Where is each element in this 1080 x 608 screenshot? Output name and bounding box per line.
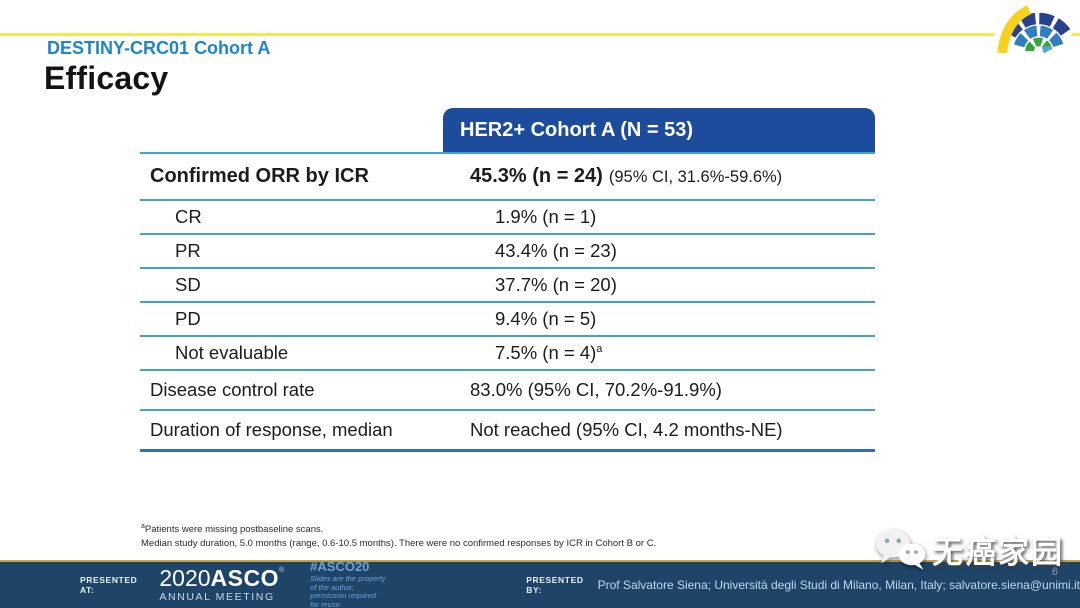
row-value-ci: (95% CI, 31.6%-59.6%) (608, 168, 783, 186)
meeting-year: 2020 (159, 565, 211, 592)
row-value-main: 45.3% (n = 24) (470, 165, 603, 187)
presented-at-label: PRESENTED AT: (80, 575, 138, 595)
permission-note-line: permission required for reuse. (310, 591, 377, 608)
row-value: 43.4% (n = 23) (495, 240, 617, 261)
hashtag: #ASCO20 (310, 559, 370, 575)
table-row: Confirmed ORR by ICR 45.3% (n = 24) (95% … (140, 152, 875, 199)
watermark: 无癌家园 (874, 526, 1064, 572)
watermark-text: 无癌家园 (932, 534, 1064, 570)
top-divider-line (0, 33, 1080, 36)
asco-fan-logo-icon (994, 3, 1072, 53)
table-row: PR 43.4% (n = 23) (140, 233, 875, 267)
row-label: PD (175, 308, 201, 329)
hashtag-block: #ASCO20 Slides are the property of the a… (310, 559, 386, 608)
table-header-cell: HER2+ Cohort A (N = 53) (443, 108, 875, 152)
footnotes: aPatients were missing postbaseline scan… (141, 522, 656, 552)
row-value: 83.0% (95% CI, 70.2%-91.9%) (470, 379, 722, 400)
row-value: 1.9% (n = 1) (495, 206, 597, 227)
row-label: CR (175, 206, 202, 227)
footnote-line: Median study duration, 5.0 months (range… (141, 538, 657, 550)
slide-kicker: DESTINY-CRC01 Cohort A (47, 38, 271, 58)
row-value: 37.7% (n = 20) (495, 274, 617, 295)
row-label: SD (175, 274, 201, 295)
table-row: SD 37.7% (n = 20) (140, 267, 875, 301)
row-value: 7.5% (n = 4)a (495, 342, 603, 363)
row-label: Not evaluable (175, 342, 289, 363)
meeting-org: ASCO (210, 565, 279, 592)
row-label: PR (175, 240, 201, 261)
table-row: Disease control rate 83.0% (95% CI, 70.2… (140, 369, 875, 409)
row-label: Duration of response, median (150, 419, 393, 440)
registered-mark: ® (278, 567, 285, 575)
presented-by-label: PRESENTED BY: (526, 575, 584, 595)
footer-bar: PRESENTED AT: 2020ASCO® ANNUAL MEETING #… (0, 559, 1080, 608)
footnote-marker: a (596, 342, 603, 355)
asco-meeting-logo: 2020ASCO® ANNUAL MEETING (159, 567, 284, 603)
table-row: Duration of response, median Not reached… (140, 409, 875, 452)
row-value: Not reached (95% CI, 4.2 months-NE) (470, 419, 783, 440)
row-value: 9.4% (n = 5) (495, 308, 597, 329)
wechat-bubbles-icon (875, 529, 926, 570)
footnote-marker: a (141, 523, 145, 530)
row-label: Confirmed ORR by ICR (150, 165, 369, 187)
row-label: Disease control rate (150, 379, 315, 400)
efficacy-table: HER2+ Cohort A (N = 53) Confirmed ORR by… (140, 108, 875, 452)
meeting-subtitle: ANNUAL MEETING (159, 591, 275, 604)
row-value: 45.3% (n = 24) (95% CI, 31.6%-59.6%) (470, 165, 875, 188)
permission-note-line: Slides are the property of the author, (310, 574, 386, 592)
table-row: CR 1.9% (n = 1) (140, 199, 875, 233)
table-row: PD 9.4% (n = 5) (140, 301, 875, 335)
page-number: 6 (1051, 566, 1058, 578)
footnote-line: aPatients were missing postbaseline scan… (141, 523, 324, 536)
presenter-credit: Prof Salvatore Siena; Università degli S… (597, 578, 1080, 592)
table-row: Not evaluable 7.5% (n = 4)a (140, 335, 875, 369)
page-title: Efficacy (44, 60, 169, 96)
